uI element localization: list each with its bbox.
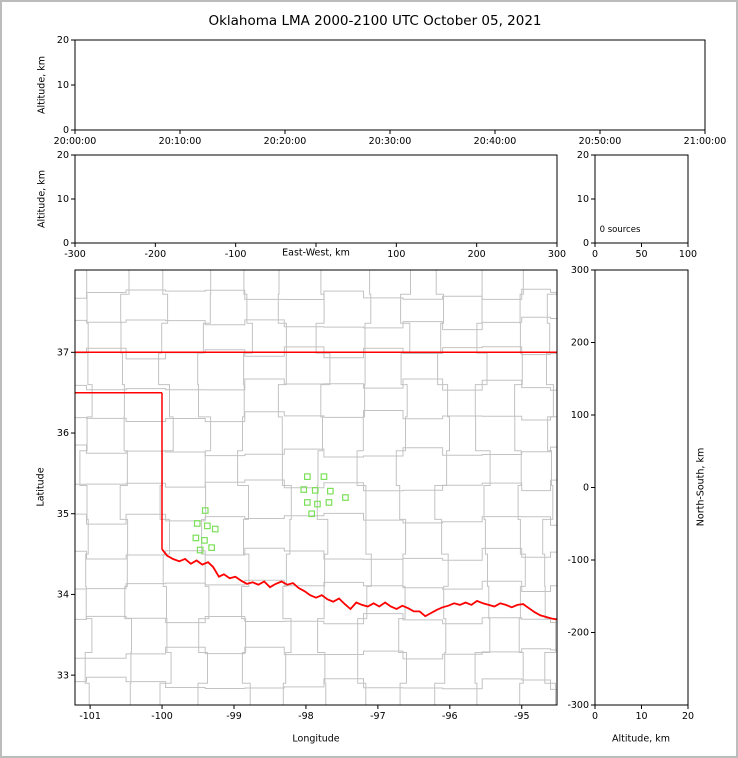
northsouth-xlabel: Altitude, km (612, 733, 670, 745)
eastwest-altitude-panel: -300 -200 -100 100 200 300 0 10 20 (57, 150, 566, 260)
x-tick-label: 0 (592, 711, 598, 722)
eastwest-xlabel: East-West, km (282, 247, 350, 259)
x-tick-label: 20:40:00 (474, 136, 517, 147)
x-tick-label: -100 (151, 711, 173, 722)
plan-view-map-panel: -101 -100 -99 -98 -97 -96 -95 33 34 35 36 37 (57, 269, 558, 722)
x-tick-label: -100 (225, 249, 247, 260)
y-tick-label: 34 (57, 590, 69, 601)
x-tick-label: 20 (682, 711, 694, 722)
lma-station-marker (204, 522, 211, 530)
northsouth-altitude-panel: 0 10 20 -300 -200 -100 0 100 200 300 (567, 265, 694, 722)
x-tick-label: 20:20:00 (264, 136, 307, 147)
x-tick-label: -99 (226, 711, 242, 722)
lma-station-marker (314, 500, 321, 508)
x-tick-label: -101 (79, 711, 101, 722)
lma-station-marker (193, 520, 201, 527)
state-border-lines (75, 351, 557, 621)
lma-station-marker (208, 544, 215, 552)
y-tick-label: -100 (567, 555, 589, 566)
lma-station-marker (300, 486, 308, 493)
y-tick-label: 200 (571, 338, 589, 349)
y-tick-label: 0 (583, 483, 589, 494)
y-tick-label: 33 (57, 670, 69, 681)
y-tick-label: 0 (63, 238, 69, 249)
x-tick-label: 200 (468, 249, 486, 260)
lma-station-marker (196, 546, 204, 554)
y-tick-label: 35 (57, 509, 69, 520)
x-tick-label: 20:30:00 (369, 136, 412, 147)
northsouth-ylabel: North-South, km (695, 447, 707, 527)
x-tick-label: 100 (679, 249, 697, 260)
source-histogram-panel: 0 50 100 0 10 20 (577, 150, 697, 260)
lma-station-marker (211, 525, 219, 533)
lma-station-marker (311, 487, 319, 494)
y-tick-label: 0 (63, 125, 69, 136)
axes-frame (74, 39, 706, 131)
y-tick-label: 20 (57, 150, 69, 161)
y-tick-label: -300 (567, 700, 589, 711)
county-boundary-lines (75, 270, 557, 705)
lma-station-marker (304, 499, 311, 506)
x-tick-label: -98 (298, 711, 314, 722)
time-altitude-ylabel: Altitude, km (36, 56, 48, 114)
y-tick-label: 300 (571, 265, 589, 276)
state-border-line (161, 548, 557, 621)
lma-station-marker (320, 473, 328, 480)
lma-station-marker (325, 499, 333, 506)
y-tick-label: 10 (57, 194, 69, 205)
lma-station-marker (201, 536, 208, 544)
axes-frame (594, 269, 689, 706)
y-tick-label: 37 (57, 348, 69, 359)
x-tick-label: 50 (635, 249, 647, 260)
eastwest-altitude-ylabel: Altitude, km (36, 170, 48, 228)
source-count-annotation: 0 sources (599, 225, 641, 235)
x-tick-label: 20:50:00 (579, 136, 622, 147)
lma-station-marker (342, 494, 349, 501)
lma-station-marker (304, 473, 311, 480)
x-tick-label: -97 (370, 711, 386, 722)
time-altitude-panel: 20:00:00 20:10:00 20:20:00 20:30:00 20:40:00… (54, 35, 727, 147)
y-tick-label: 10 (577, 194, 589, 205)
lma-station-marker (327, 487, 334, 495)
y-tick-label: 100 (571, 410, 589, 421)
map-content (75, 270, 557, 705)
x-tick-label: 300 (548, 249, 566, 260)
x-tick-label: -200 (145, 249, 167, 260)
axes-frame (74, 154, 558, 244)
lma-station-marker (192, 534, 200, 542)
y-tick-label: 10 (57, 80, 69, 91)
map-xlabel: Longitude (292, 733, 340, 745)
y-tick-label: -200 (567, 628, 589, 639)
x-tick-label: 21:00:00 (684, 136, 727, 147)
x-tick-label: -300 (64, 249, 86, 260)
axes-frame (74, 269, 558, 706)
lma-station-markers (192, 473, 349, 554)
lma-station-marker (308, 510, 315, 518)
page-title: Oklahoma LMA 2000-2100 UTC October 05, 2… (208, 13, 542, 29)
x-tick-label: 100 (387, 249, 405, 260)
x-tick-label: 20:10:00 (159, 136, 202, 147)
y-tick-label: 36 (57, 428, 69, 439)
lma-station-marker (201, 507, 209, 514)
x-tick-label: 20:00:00 (54, 136, 97, 147)
x-tick-label: 10 (635, 711, 647, 722)
y-tick-label: 20 (57, 35, 69, 46)
y-tick-label: 20 (577, 150, 589, 161)
y-tick-label: 0 (583, 238, 589, 249)
x-tick-label: 0 (592, 249, 598, 260)
x-tick-label: -96 (442, 711, 458, 722)
x-tick-label: -95 (514, 711, 530, 722)
map-ylabel: Latitude (35, 467, 47, 507)
